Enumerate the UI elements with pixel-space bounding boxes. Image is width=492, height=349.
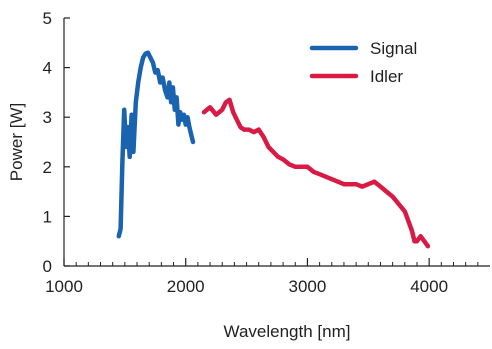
x-tick-label: 1000 <box>45 277 83 296</box>
y-tick-label: 0 <box>43 257 52 276</box>
y-axis-title: Power [W] <box>7 103 26 181</box>
y-tick-label: 2 <box>43 158 52 177</box>
y-tick-label: 3 <box>43 108 52 127</box>
legend-label-idler: Idler <box>370 67 403 86</box>
series-line-idler <box>201 97 431 249</box>
y-tick-label: 5 <box>43 9 52 28</box>
x-axis-title: Wavelength [nm] <box>224 322 351 341</box>
axes <box>63 18 490 267</box>
y-tick-label: 1 <box>43 207 52 226</box>
ticks: 0 1 2 3 4 5 1000 2000 3000 4000 <box>43 9 479 296</box>
series-lines <box>116 50 431 249</box>
x-tick-label: 2000 <box>167 277 205 296</box>
y-tick-label: 4 <box>43 59 52 78</box>
series-line-signal <box>116 50 196 239</box>
x-tick-label: 4000 <box>410 277 448 296</box>
legend: Signal Idler <box>309 39 417 86</box>
x-tick-label: 3000 <box>289 277 327 296</box>
legend-label-signal: Signal <box>370 39 417 58</box>
